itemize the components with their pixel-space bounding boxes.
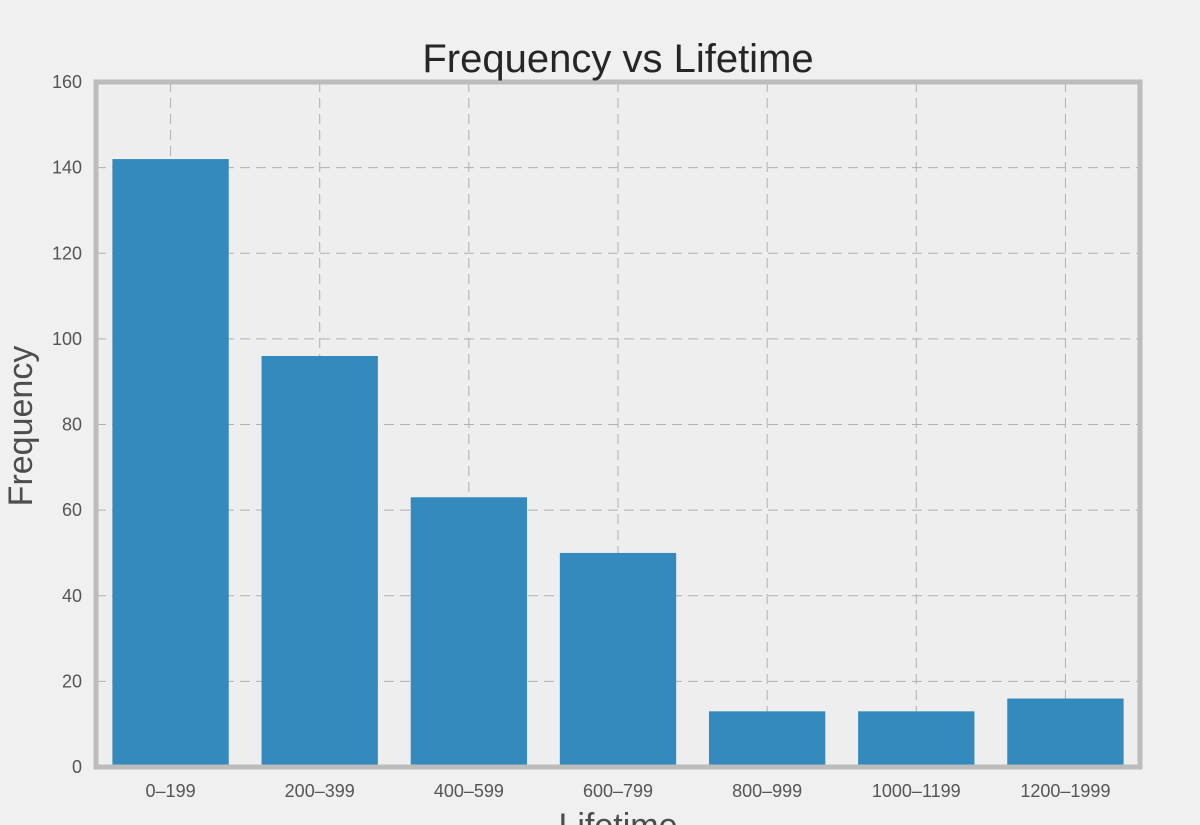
y-axis-label: Frequency	[2, 346, 40, 507]
y-tick-label: 120	[52, 243, 82, 263]
bar	[410, 497, 528, 767]
y-tick-label: 160	[52, 72, 82, 92]
y-tick-labels: 0 20 40 60 80 100 120 140 160	[52, 72, 82, 777]
bars	[112, 159, 1124, 767]
bar	[559, 552, 677, 767]
x-tick-label: 1000–1199	[872, 781, 961, 801]
y-tick-label: 60	[62, 500, 82, 520]
x-tick-label: 200–399	[285, 781, 355, 801]
y-tick-label: 100	[52, 329, 82, 349]
y-tick-label: 140	[52, 158, 82, 178]
bar	[1007, 698, 1124, 767]
x-tick-labels: 0–199 200–399 400–599 600–799 800–999 1000–11…	[146, 781, 1111, 801]
bar	[858, 711, 975, 767]
y-tick-label: 80	[62, 415, 82, 435]
x-tick-label: 800–999	[732, 781, 802, 801]
chart-title: Frequency vs Lifetime	[422, 37, 813, 81]
y-tick-label: 0	[72, 757, 82, 777]
bar	[261, 356, 378, 767]
bar	[708, 711, 826, 767]
x-tick-label: 400–599	[434, 781, 504, 801]
x-tick-label: 1200–1999	[1020, 781, 1110, 801]
y-tick-label: 20	[62, 671, 82, 691]
x-axis-label: Lifetime	[558, 807, 677, 825]
x-tick-label: 0–199	[146, 781, 196, 801]
bar	[112, 159, 229, 767]
x-tick-label: 600–799	[583, 781, 653, 801]
y-tick-label: 40	[62, 586, 82, 606]
plot-frame	[93, 79, 1143, 770]
